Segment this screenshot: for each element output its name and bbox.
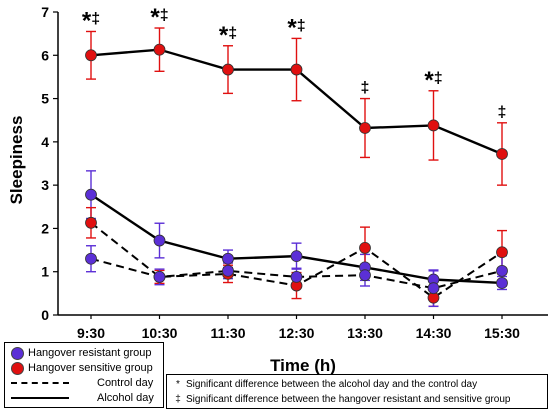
data-point-sensitive-alcohol	[290, 63, 303, 76]
note-star: * Significant difference between the alc…	[173, 377, 477, 391]
dashed-line-icon	[11, 382, 69, 384]
x-tick-label: 9:30	[77, 325, 105, 341]
note-dagger-text: Significant difference between the hango…	[186, 393, 511, 405]
data-point-sensitive-alcohol	[153, 43, 166, 56]
asterisk-icon: *	[219, 22, 229, 49]
data-point-sensitive-alcohol	[496, 148, 508, 160]
significance-annotations: *‡ *‡*‡ *‡‡ *‡‡	[82, 4, 507, 121]
double-dagger-icon: ‡	[160, 7, 169, 24]
data-point-resistant-control	[153, 271, 166, 283]
data-points	[85, 43, 508, 304]
dagger-symbol: ‡	[175, 393, 181, 405]
note-star-text: Significant difference between the alcoh…	[186, 378, 478, 390]
legend-label-sensitive: Hangover sensitive group	[28, 362, 153, 374]
legend-item-resistant: Hangover resistant group	[11, 346, 152, 360]
data-point-resistant-control	[290, 271, 303, 283]
double-dagger-icon: ‡	[434, 70, 443, 87]
significance-annotation: ‡	[361, 80, 370, 97]
data-point-sensitive-alcohol	[222, 63, 234, 76]
x-tick-label: 14:30	[416, 325, 452, 341]
y-axis-label: Sleepiness	[7, 116, 26, 205]
significance-annotation: *‡	[150, 4, 168, 31]
axes: 0 1 2 3 4 5 6 7 9:30 10:30 11:30 12:30 13:30 14:30 15:…	[41, 4, 548, 341]
data-point-resistant-control	[85, 252, 97, 265]
data-point-resistant-alcohol	[290, 250, 303, 263]
asterisk-icon: *	[150, 4, 160, 31]
note-dagger: ‡ Significant difference between the han…	[173, 392, 510, 406]
data-point-sensitive-control	[359, 242, 371, 254]
x-tick-label: 11:30	[210, 325, 245, 341]
asterisk-icon: *	[424, 67, 434, 94]
data-point-sensitive-alcohol	[85, 49, 97, 62]
data-point-resistant-alcohol	[85, 188, 97, 201]
double-dagger-icon: ‡	[228, 25, 237, 42]
x-tick-label: 10:30	[142, 325, 178, 341]
data-point-resistant-alcohol	[496, 277, 508, 289]
data-point-resistant-control	[222, 264, 234, 277]
x-tick-label: 15:30	[484, 325, 520, 341]
resistant-marker-icon	[11, 346, 24, 360]
legend-notes: * Significant difference between the alc…	[166, 374, 548, 409]
y-tick-label: 1	[41, 264, 49, 280]
x-tick-label: 13:30	[347, 325, 383, 341]
significance-annotation: *‡	[219, 22, 237, 49]
data-point-resistant-alcohol	[222, 252, 234, 265]
solid-line-icon	[11, 397, 69, 399]
significance-annotation: ‡	[498, 104, 507, 121]
asterisk-icon: *	[82, 7, 92, 34]
legend-item-control: Control day	[11, 376, 153, 390]
significance-annotation: *‡	[424, 67, 442, 94]
data-point-sensitive-control	[496, 246, 508, 259]
significance-annotation: *‡	[82, 7, 100, 34]
data-point-resistant-control	[496, 264, 508, 277]
legend-label-resistant: Hangover resistant group	[28, 347, 152, 359]
data-point-resistant-alcohol	[153, 234, 166, 247]
y-tick-label: 0	[41, 307, 49, 323]
legend-item-alcohol: Alcohol day	[11, 391, 154, 405]
x-tick-label: 12:30	[279, 325, 315, 341]
data-point-resistant-control	[359, 269, 371, 282]
y-tick-label: 5	[41, 91, 49, 107]
data-point-sensitive-control	[85, 216, 97, 229]
legend-label-alcohol: Alcohol day	[97, 392, 154, 404]
y-tick-label: 6	[41, 47, 49, 63]
legend-item-sensitive: Hangover sensitive group	[11, 361, 153, 375]
data-point-sensitive-alcohol	[359, 122, 371, 134]
y-tick-label: 2	[41, 220, 49, 236]
asterisk-icon: *	[287, 14, 297, 41]
x-axis-label: Time (h)	[270, 356, 336, 375]
data-point-sensitive-alcohol	[427, 119, 440, 132]
double-dagger-icon: ‡	[297, 17, 306, 34]
legend-label-control: Control day	[97, 377, 154, 389]
y-tick-label: 7	[41, 4, 49, 20]
significance-annotation: *‡	[287, 14, 305, 41]
double-dagger-icon: ‡	[91, 10, 100, 27]
y-tick-label: 3	[41, 177, 49, 193]
sensitive-marker-icon	[11, 361, 24, 375]
data-point-resistant-control	[427, 282, 440, 295]
y-tick-label: 4	[41, 134, 49, 150]
legend-groups: Hangover resistant group Hangover sensit…	[4, 342, 164, 408]
star-symbol: *	[176, 378, 180, 390]
